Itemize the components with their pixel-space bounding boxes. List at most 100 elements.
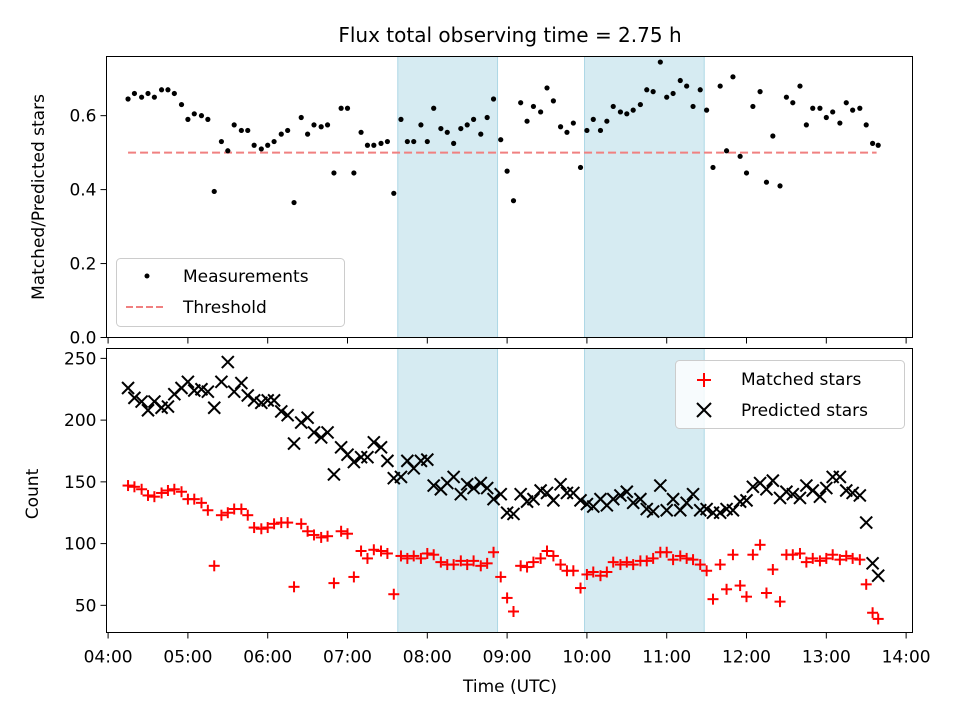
top-y-axis-label: Matched/Predicted stars [29, 94, 49, 300]
predicted-star-point-54 [480, 481, 494, 495]
predicted-star-point-65 [553, 477, 568, 492]
measurement-point-8 [178, 101, 185, 108]
measurement-point-78 [644, 87, 650, 93]
measurement-point-88 [710, 164, 716, 171]
matched-star-point-70 [587, 566, 599, 578]
predicted-star-point-19 [247, 393, 261, 408]
predicted-star-point-9 [181, 375, 195, 389]
measurement-point-7 [171, 90, 177, 97]
measurement-point-3 [145, 90, 151, 97]
xtick-label-7: 11:00 [642, 648, 691, 668]
matched-star-point-28 [308, 529, 320, 541]
measurement-point-35 [358, 129, 364, 135]
measurement-point-47 [438, 125, 444, 132]
ratio-panel: 0.0 0.2 0.4 0.6 Flux total observing time =… [29, 23, 913, 349]
measurement-point-108 [843, 100, 849, 106]
matched-star-point-60 [521, 561, 533, 573]
measurement-point-62 [538, 109, 544, 115]
measurement-point-42 [404, 138, 410, 145]
xtick-label-10: 14:00 [882, 648, 931, 668]
measurement-point-87 [704, 107, 710, 113]
measurement-point-93 [743, 170, 750, 176]
matched-star-point-74 [614, 559, 626, 571]
measurement-point-107 [837, 120, 843, 126]
matched-star-point-96 [760, 587, 772, 599]
legend-predicted-label: Predicted stars [741, 401, 868, 421]
matched-star-point-91 [727, 549, 739, 561]
matched-star-point-90 [721, 583, 733, 595]
predicted-star-point-35 [354, 450, 368, 464]
measurement-point-68 [577, 164, 584, 171]
matched-star-point-30 [322, 530, 334, 542]
measurement-point-72 [604, 118, 610, 124]
top-shaded-interval-0 [397, 56, 499, 338]
matched-star-point-81 [661, 546, 673, 558]
measurement-point-109 [850, 107, 856, 113]
matched-star-point-67 [567, 565, 579, 577]
predicted-star-point-109 [845, 486, 860, 500]
predicted-star-point-61 [526, 492, 541, 506]
predicted-star-point-39 [380, 454, 395, 468]
measurement-point-54 [484, 114, 490, 121]
matched-star-point-38 [375, 545, 387, 557]
matched-star-point-78 [641, 555, 653, 567]
measurement-point-49 [451, 140, 457, 146]
matched-star-point-40 [388, 588, 400, 600]
matched-star-point-6 [162, 485, 174, 496]
matched-star-point-69 [581, 568, 593, 580]
predicted-star-point-73 [606, 492, 620, 506]
matched-star-point-57 [501, 592, 513, 604]
measurement-point-106 [830, 109, 836, 115]
chart-title: Flux total observing time = 2.75 h [338, 23, 681, 47]
measurement-point-12 [205, 116, 211, 122]
matched-star-point-89 [714, 559, 726, 571]
predicted-star-point-28 [307, 425, 321, 440]
predicted-star-point-66 [560, 486, 574, 500]
matched-star-point-103 [807, 552, 819, 564]
predicted-star-point-36 [360, 450, 375, 464]
matched-star-point-87 [701, 565, 713, 577]
top-y-ticks: 0.0 0.2 0.4 0.6 [69, 107, 107, 349]
measurement-point-81 [664, 94, 670, 100]
predicted-stars-points [121, 355, 885, 583]
legend-threshold-label: Threshold [182, 298, 267, 318]
measurement-point-112 [869, 140, 876, 146]
predicted-star-point-16 [227, 385, 241, 399]
predicted-star-point-46 [426, 478, 441, 493]
measurement-point-25 [291, 199, 297, 206]
predicted-star-point-84 [679, 496, 694, 510]
matched-star-point-113 [872, 613, 884, 625]
xtick-label-0: 04:00 [84, 648, 133, 668]
matched-star-point-110 [854, 554, 866, 566]
matched-star-point-14 [215, 509, 227, 521]
measurement-point-45 [424, 138, 430, 145]
measurement-point-92 [737, 153, 743, 159]
matched-star-point-83 [674, 550, 686, 562]
measurement-point-65 [557, 124, 564, 130]
top-ytick-label-2: 0.4 [69, 181, 96, 201]
predicted-star-point-18 [241, 388, 255, 403]
predicted-star-point-50 [454, 487, 468, 501]
matched-star-point-92 [734, 580, 746, 592]
matched-star-point-0 [122, 480, 134, 492]
measurement-point-2 [139, 94, 145, 100]
matched-star-point-104 [814, 555, 826, 567]
bottom-ytick-label-0: 50 [75, 596, 97, 616]
measurement-point-9 [185, 116, 191, 122]
measurement-point-29 [318, 124, 324, 130]
measurement-point-63 [544, 85, 550, 91]
measurement-point-31 [331, 170, 337, 176]
predicted-star-point-24 [280, 408, 295, 422]
predicted-star-point-30 [320, 425, 335, 440]
measurement-point-44 [418, 122, 424, 128]
predicted-star-point-110 [853, 488, 867, 503]
top-axes-frame [106, 56, 913, 338]
predicted-star-point-34 [347, 455, 361, 469]
matched-star-point-13 [208, 560, 220, 572]
measurement-point-102 [803, 122, 809, 128]
matched-star-point-10 [188, 493, 200, 505]
predicted-star-point-0 [121, 381, 135, 395]
matched-star-point-102 [800, 556, 812, 568]
measurement-point-26 [298, 114, 304, 121]
bottom-x-ticks: 04:00 05:00 06:00 07:00 08:00 09:00 10:00 11:00… [84, 632, 931, 668]
